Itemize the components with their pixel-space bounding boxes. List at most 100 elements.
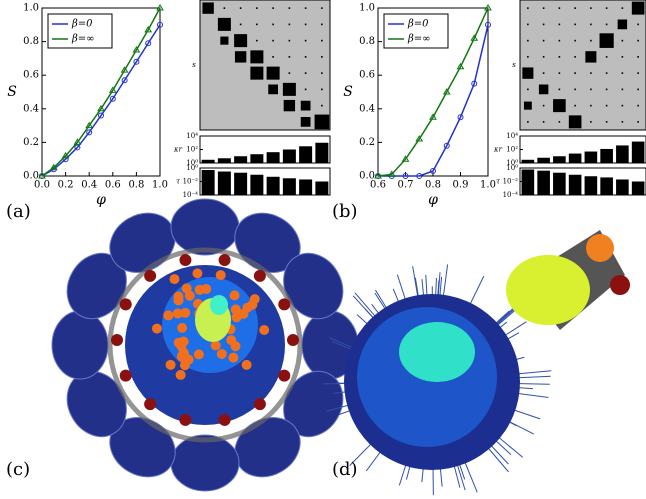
matrix-cell [272, 7, 274, 9]
matrix-cell [239, 23, 242, 26]
matrix-cell [637, 104, 639, 107]
node [241, 359, 252, 370]
matrix-cell [250, 50, 264, 64]
bar [315, 181, 329, 195]
matrix-cell [605, 23, 608, 26]
marker [144, 25, 153, 33]
y-tick-label: 0.2 [23, 137, 39, 148]
matrix-cell [283, 99, 296, 112]
bar [266, 152, 280, 163]
node-group [210, 295, 228, 315]
node [119, 298, 132, 311]
matrix-cell [304, 7, 307, 9]
node [111, 334, 123, 346]
matrix-cell [590, 72, 592, 74]
matrix-cell [617, 19, 628, 30]
y-tick-label: 10⁰ [506, 159, 518, 167]
node [151, 323, 162, 334]
matrix-cell [621, 7, 624, 9]
matrix-cell [605, 121, 608, 123]
bar [616, 179, 629, 195]
matrix-cell [321, 39, 323, 42]
legend-label: β=∞ [71, 34, 95, 45]
bar [299, 146, 313, 163]
matrix-cell [304, 72, 307, 74]
node [163, 310, 174, 321]
y-tick-label: 1.0 [359, 3, 375, 14]
marker [401, 155, 410, 162]
y-axis-label: s [512, 61, 516, 69]
y-tick-label: 0.6 [23, 70, 39, 81]
node [278, 369, 291, 382]
matrix-cell [314, 114, 330, 130]
bar [537, 170, 550, 195]
matrix-cell [234, 51, 247, 63]
ring [107, 247, 303, 443]
matrix-cell [574, 7, 576, 9]
matrix-cell [621, 104, 624, 107]
y-tick-label: 1.0 [23, 3, 39, 14]
marker [73, 138, 82, 145]
matrix-cell [621, 39, 624, 42]
node [169, 274, 180, 285]
bar [600, 177, 613, 195]
matrix-cell [304, 88, 307, 91]
bar [553, 156, 566, 163]
y-tick-label: 10⁻² [503, 178, 519, 186]
marker [374, 172, 382, 179]
panel-label: (b) [332, 201, 358, 222]
matrix-cell [605, 56, 608, 58]
cluster [170, 434, 240, 492]
y-tick-label: 0.6 [359, 70, 375, 81]
legend-label: β=∞ [407, 34, 431, 45]
node [253, 398, 266, 411]
y-axis-label: τ [496, 178, 500, 186]
matrix-cell [234, 34, 248, 48]
marker [121, 77, 128, 84]
marker [156, 4, 164, 11]
marker [430, 167, 436, 174]
panel-label: (a) [6, 201, 31, 222]
y-tick-label: 0.2 [359, 137, 375, 148]
matrix-cell [538, 84, 549, 95]
node [173, 295, 184, 306]
matrix-cell [527, 121, 529, 123]
matrix-cell [568, 115, 582, 129]
matrix-cell [542, 104, 545, 107]
bar [234, 156, 248, 163]
node [179, 254, 192, 267]
matrix-cell [558, 72, 561, 74]
bar [282, 149, 296, 163]
matrix-cell [621, 72, 624, 74]
matrix-cell [321, 7, 323, 9]
node-group [399, 322, 475, 382]
matrix-cell [282, 82, 296, 96]
node [180, 307, 191, 318]
matrix-cell [321, 23, 323, 26]
bar [217, 158, 231, 163]
bar [201, 159, 215, 163]
matrix-cell [288, 72, 291, 74]
node [278, 298, 291, 311]
matrix-cell [522, 67, 534, 79]
x-tick-label: 0.6 [370, 180, 386, 191]
x-tick-label: 0.9 [453, 180, 469, 191]
node-group [506, 255, 590, 325]
matrix-cell [637, 39, 639, 42]
node [201, 283, 212, 294]
node [210, 340, 221, 351]
matrix-cell [590, 104, 592, 107]
series-line [378, 24, 489, 177]
marker [485, 21, 491, 28]
bar [234, 172, 248, 195]
x-tick-label: 0.7 [398, 180, 414, 191]
matrix-cell [542, 56, 545, 58]
node-group [586, 234, 614, 262]
legend [383, 13, 449, 49]
matrix-cell [220, 36, 229, 45]
marker [108, 86, 117, 93]
matrix-cell [542, 72, 545, 74]
matrix-cell [542, 7, 545, 9]
matrix-cell [288, 7, 291, 9]
legend-label: β=0 [71, 19, 93, 30]
